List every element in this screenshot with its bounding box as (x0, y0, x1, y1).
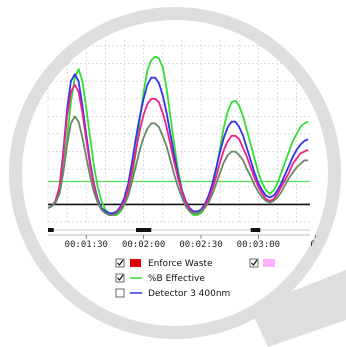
legend-swatch (130, 259, 141, 267)
legend-checkbox[interactable] (115, 288, 125, 298)
x-tick-label: 00:01:30 (65, 240, 108, 250)
time-bar (48, 228, 310, 232)
legend-checkbox[interactable] (115, 273, 125, 283)
legend-label: Detector 3 400nm (148, 289, 230, 299)
time-bar-segment-1 (135, 228, 152, 232)
lens-inner (22, 20, 328, 326)
time-bar-segment-0 (48, 228, 54, 232)
legend-label: %B Effective (148, 274, 205, 284)
legend: Enforce Waste %B Effective Detector 3 400n… (115, 258, 275, 299)
x-tick-label: 00:02:30 (179, 240, 222, 250)
legend-checkbox[interactable] (115, 258, 125, 268)
x-tick-label: 00:02:00 (122, 240, 165, 250)
legend-label: Enforce Waste (148, 259, 213, 269)
x-tick-label: 00:03:00 (237, 240, 280, 250)
legend-swatch (263, 259, 275, 267)
series-line-2 (48, 83, 309, 216)
series-line-3 (48, 115, 309, 216)
lens-handle (250, 270, 346, 347)
time-bar-segment-2 (250, 228, 261, 232)
legend-checkbox[interactable] (249, 258, 259, 268)
plot-area (48, 55, 310, 216)
series-line-0 (48, 55, 309, 216)
